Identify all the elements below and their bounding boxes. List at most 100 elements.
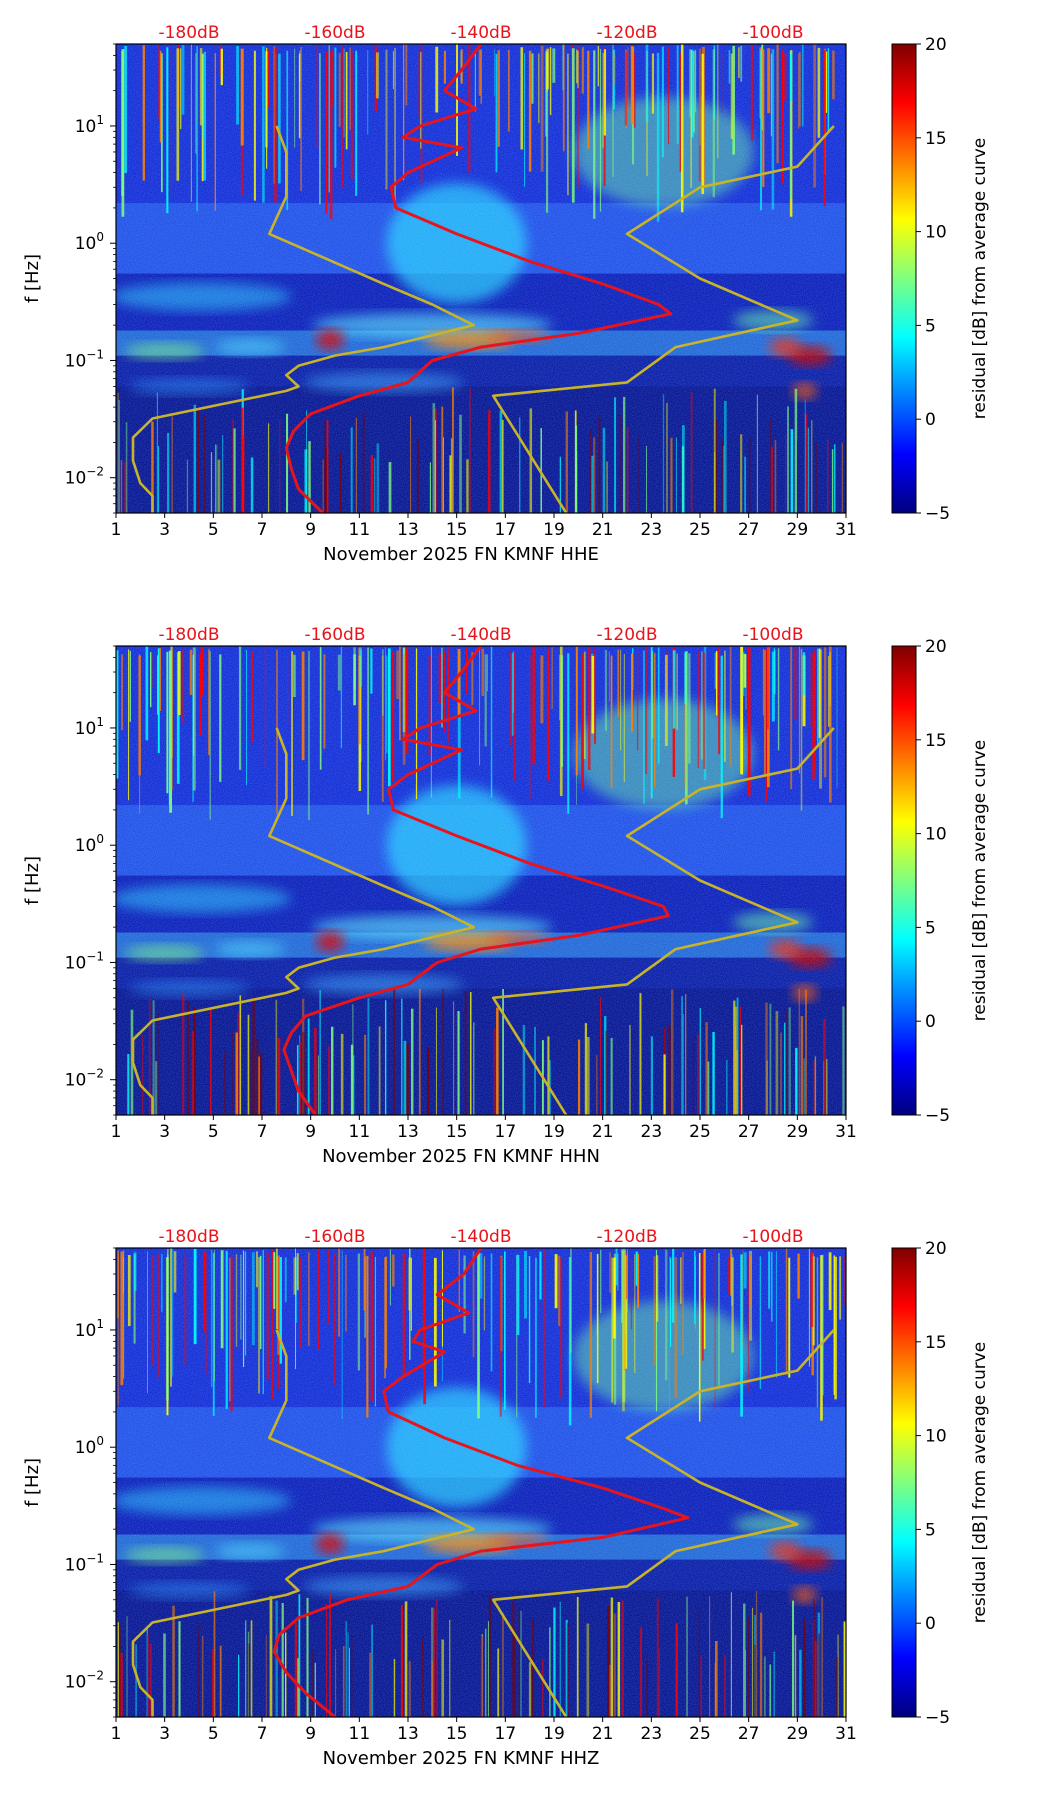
x-tick-label: 15 [446, 1122, 468, 1142]
x-tick-label: 13 [397, 520, 419, 540]
low-noise-model-curve [131, 125, 475, 513]
colorbar-tick-label: 10 [925, 1427, 947, 1447]
x-tick-label: 11 [349, 520, 371, 540]
y-axis-label: f [Hz] [22, 856, 43, 905]
colorbar-tick-label: −5 [925, 504, 950, 524]
x-tick-label: 21 [592, 1122, 614, 1142]
high-noise-model-curve [491, 125, 835, 513]
y-tick-label: 100 [75, 832, 104, 856]
average-power-curve [282, 646, 670, 1115]
y-tick-label: 101 [75, 113, 104, 137]
x-tick-label: 27 [738, 1122, 760, 1142]
top-db-label: -160dB [304, 1227, 365, 1247]
x-tick-label: 29 [787, 1724, 809, 1744]
y-axis-label: f [Hz] [22, 1458, 43, 1507]
x-tick-label: 25 [689, 520, 711, 540]
heatmap-grain [116, 44, 846, 513]
x-tick-label: 3 [159, 1122, 170, 1142]
x-tick-label: 21 [592, 1724, 614, 1744]
x-tick-label: 15 [446, 1724, 468, 1744]
x-tick-label: 7 [257, 1724, 268, 1744]
average-power-curve [272, 1248, 690, 1717]
x-tick-label: 31 [835, 1724, 857, 1744]
x-tick-label: 23 [641, 1122, 663, 1142]
colorbar [891, 43, 917, 514]
average-power-curve [284, 44, 673, 513]
heatmap-area [116, 1248, 846, 1717]
y-tick-label: 10−2 [65, 465, 104, 489]
top-db-label: -100dB [742, 1227, 803, 1247]
colorbar-tick-label: 15 [925, 731, 947, 751]
x-tick-label: 21 [592, 520, 614, 540]
colorbar-tick-label: 15 [925, 1333, 947, 1353]
top-db-label: -160dB [304, 23, 365, 43]
x-tick-label: 11 [349, 1122, 371, 1142]
y-tick-label: 10−2 [65, 1067, 104, 1091]
x-tick-label: 9 [305, 1724, 316, 1744]
x-axis-label: November 2025 FN KMNF HHZ [323, 1748, 600, 1769]
x-tick-label: 19 [543, 520, 565, 540]
colorbar-tick-label: 15 [925, 129, 947, 149]
colorbar-tick-label: 10 [925, 223, 947, 243]
y-tick-label: 101 [75, 715, 104, 739]
top-db-label: -120dB [596, 23, 657, 43]
colorbar-label: residual [dB] from average curve [970, 740, 990, 1021]
top-db-label: -140dB [450, 1227, 511, 1247]
y-tick-label: 100 [75, 230, 104, 254]
top-db-label: -180dB [158, 625, 219, 645]
x-tick-label: 31 [835, 1122, 857, 1142]
colorbar-tick-label: 0 [925, 1012, 936, 1032]
low-noise-model-curve [131, 727, 475, 1115]
colorbar-tick-label: −5 [925, 1708, 950, 1728]
x-axis-label: November 2025 FN KMNF HHE [323, 544, 599, 565]
x-tick-label: 5 [208, 520, 219, 540]
x-tick-label: 29 [787, 520, 809, 540]
x-tick-label: 25 [689, 1724, 711, 1744]
x-tick-label: 1 [111, 520, 122, 540]
x-tick-label: 13 [397, 1122, 419, 1142]
heatmap-area [116, 646, 846, 1115]
colorbar-tick-label: 0 [925, 410, 936, 430]
y-tick-label: 100 [75, 1434, 104, 1458]
x-tick-label: 17 [495, 1724, 517, 1744]
top-db-label: -120dB [596, 1227, 657, 1247]
x-tick-label: 17 [495, 1122, 517, 1142]
top-db-label: -140dB [450, 625, 511, 645]
y-axis-label: f [Hz] [22, 254, 43, 303]
x-tick-label: 3 [159, 520, 170, 540]
x-tick-label: 25 [689, 1122, 711, 1142]
x-tick-label: 9 [305, 1122, 316, 1142]
x-tick-label: 5 [208, 1122, 219, 1142]
colorbar [891, 1247, 917, 1718]
high-noise-model-curve [491, 727, 835, 1115]
x-tick-label: 27 [738, 520, 760, 540]
x-tick-label: 31 [835, 520, 857, 540]
colorbar-label: residual [dB] from average curve [970, 138, 990, 419]
x-tick-label: 13 [397, 1724, 419, 1744]
y-tick-label: 10−2 [65, 1669, 104, 1693]
top-db-label: -100dB [742, 23, 803, 43]
top-db-label: -180dB [158, 1227, 219, 1247]
x-tick-label: 1 [111, 1724, 122, 1744]
low-noise-model-curve [131, 1329, 475, 1717]
x-tick-label: 23 [641, 1724, 663, 1744]
top-db-label: -120dB [596, 625, 657, 645]
colorbar-tick-label: 5 [925, 918, 936, 938]
y-tick-label: 10−1 [65, 347, 104, 371]
x-tick-label: 29 [787, 1122, 809, 1142]
colorbar [891, 645, 917, 1116]
x-tick-label: 5 [208, 1724, 219, 1744]
colorbar-tick-label: 5 [925, 316, 936, 336]
heatmap-area [116, 44, 846, 513]
colorbar-tick-label: 10 [925, 825, 947, 845]
x-tick-label: 19 [543, 1122, 565, 1142]
top-db-label: -100dB [742, 625, 803, 645]
colorbar-label: residual [dB] from average curve [970, 1342, 990, 1623]
x-tick-label: 1 [111, 1122, 122, 1142]
x-tick-label: 23 [641, 520, 663, 540]
colorbar-tick-label: 0 [925, 1614, 936, 1634]
x-tick-label: 3 [159, 1724, 170, 1744]
